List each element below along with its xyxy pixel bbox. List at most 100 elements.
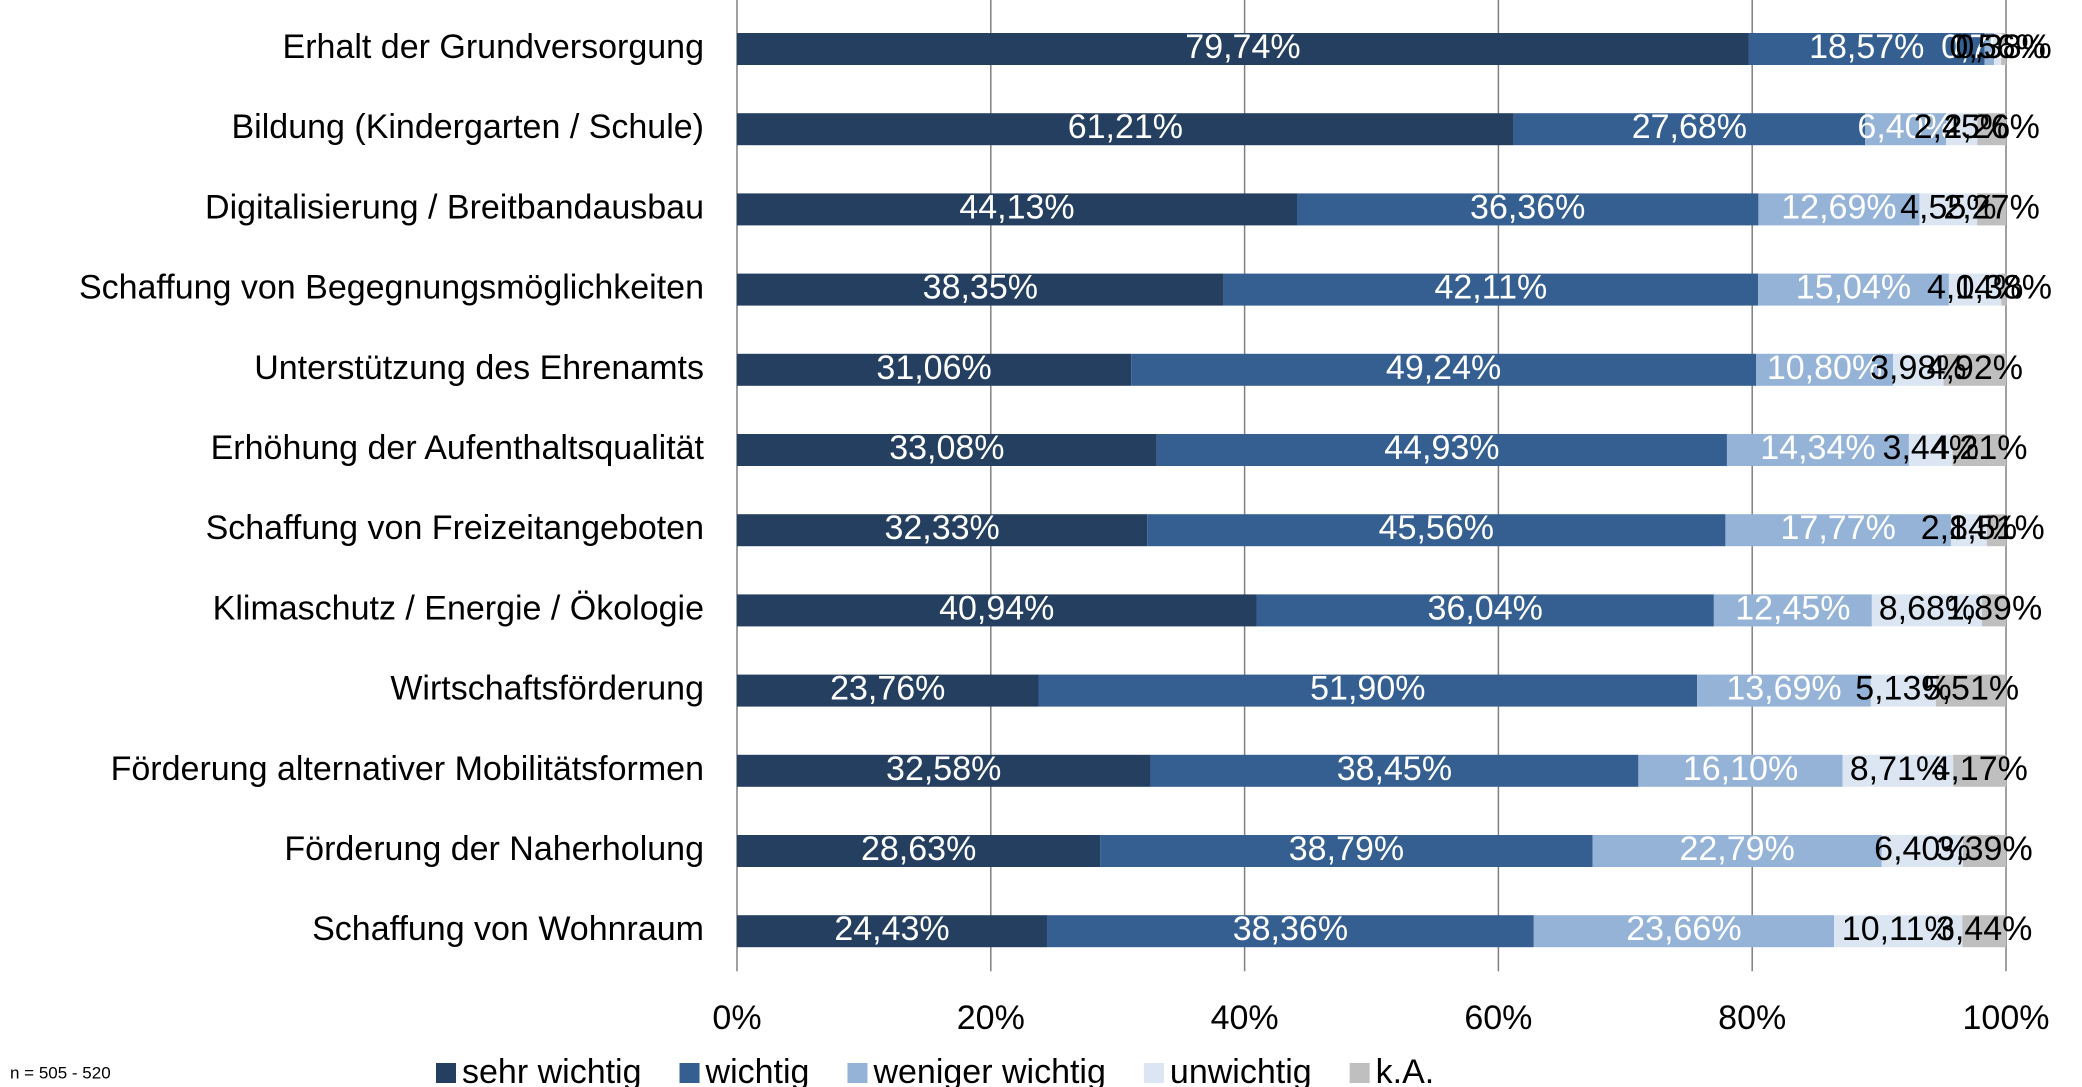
data-label: 38,35% — [923, 269, 1038, 307]
bar-segment — [1638, 754, 1843, 787]
legend-swatch — [436, 1063, 456, 1083]
bar-segment — [1952, 434, 2006, 466]
bar-segment — [1297, 193, 1759, 226]
bar-segment — [1962, 915, 2006, 948]
bar-segment — [1038, 674, 1698, 707]
legend-label: k.A. — [1376, 1053, 1435, 1087]
legend-label: sehr wichtig — [462, 1053, 642, 1087]
data-label: 24,43% — [834, 910, 949, 948]
category-label: Digitalisierung / Breitbandausbau — [205, 188, 704, 226]
bar-segment — [1756, 353, 1894, 386]
bar-segment — [1871, 594, 1983, 627]
data-label: 61,21% — [1068, 108, 1183, 146]
bar-segment — [1748, 33, 1985, 65]
data-label: 42,11% — [1434, 269, 1547, 307]
bar-segment — [1047, 915, 1534, 948]
category-label: Schaffung von Begegnungsmöglichkeiten — [79, 269, 704, 307]
note: n = 505 - 520 — [10, 1063, 111, 1082]
legend-label: unwichtig — [1170, 1053, 1312, 1087]
bar-segment — [1865, 113, 1947, 146]
data-label: 45,56% — [1379, 509, 1494, 547]
bar-segment — [1758, 273, 1949, 306]
bar-segment — [1870, 674, 1936, 707]
bar-segment — [1984, 33, 1995, 65]
data-label: 1,51% — [1948, 509, 2044, 547]
legend-label: wichtig — [705, 1053, 810, 1087]
data-label: 1,89% — [1946, 589, 2042, 627]
bar-segment — [1533, 915, 1835, 948]
data-label: 49,24% — [1386, 349, 1501, 387]
bar-segment — [2001, 273, 2007, 306]
data-label: 44,93% — [1384, 429, 1499, 467]
bar-segment — [1842, 754, 1954, 787]
data-label: 3,98% — [1870, 349, 1966, 387]
data-label: 32,58% — [886, 750, 1001, 788]
bar-segment — [1881, 835, 1963, 867]
data-label: 38,36% — [1233, 910, 1348, 948]
data-label: 22,79% — [1679, 830, 1794, 868]
x-tick-label: 20% — [957, 999, 1025, 1037]
x-tick-label: 80% — [1718, 999, 1786, 1037]
bar-segment — [1948, 273, 2002, 306]
bar-segment — [1908, 434, 1953, 466]
data-label: 5,13% — [1855, 670, 1951, 708]
bar-segment — [1147, 514, 1726, 547]
data-label: 79,74% — [1185, 28, 1300, 66]
legend-swatch — [847, 1063, 868, 1083]
data-label: 15,04% — [1796, 269, 1911, 307]
bar-segment — [1156, 434, 1727, 466]
data-label: 17,77% — [1781, 509, 1896, 547]
bar-segment — [737, 193, 1298, 226]
x-tick-label: 100% — [1963, 999, 2050, 1037]
bar-segment — [1919, 193, 1978, 226]
legend-swatch — [1143, 1063, 1164, 1083]
category-label: Bildung (Kindergarten / Schule) — [232, 108, 705, 146]
data-label: 36,36% — [1470, 188, 1585, 226]
bar-segment — [1100, 835, 1593, 867]
legend-swatch — [1349, 1063, 1370, 1083]
data-label: 3,44% — [1883, 429, 1979, 467]
category-label: Schaffung von Freizeitangeboten — [206, 509, 704, 547]
data-label: 0,38% — [1956, 269, 2052, 307]
data-label: 4,14% — [1927, 269, 2023, 307]
legend-swatch — [679, 1063, 700, 1083]
bar-segment — [1935, 674, 2006, 707]
bar-segment — [1223, 273, 1759, 306]
data-label: 4,17% — [1931, 750, 2027, 788]
bar-segment — [737, 915, 1048, 948]
data-label: 38,45% — [1337, 750, 1452, 788]
data-label: 16,10% — [1683, 750, 1798, 788]
bar-segment — [1758, 193, 1920, 226]
data-label: 5,51% — [1923, 670, 2019, 708]
data-label: 28,63% — [861, 830, 976, 868]
bar-segment — [1725, 514, 1951, 547]
data-label: 2,27% — [1943, 188, 2039, 226]
category-label: Erhalt der Grundversorgung — [283, 28, 704, 66]
bar-segment — [1943, 353, 2006, 386]
data-label: 3,44% — [1936, 910, 2032, 948]
data-label: 18,57% — [1809, 28, 1924, 66]
data-label: 33,08% — [889, 429, 1004, 467]
data-label: 31,06% — [876, 349, 991, 387]
data-label: 27,68% — [1632, 108, 1747, 146]
bar-segment — [1962, 835, 2006, 867]
category-label: Schaffung von Wohnraum — [312, 910, 704, 948]
data-label: 38,79% — [1289, 830, 1404, 868]
bar-segment — [1513, 113, 1866, 146]
data-label: 6,40% — [1857, 108, 1953, 146]
bar-segment — [1726, 434, 1909, 466]
data-label: 12,69% — [1781, 188, 1896, 226]
bar-segment — [1982, 594, 2006, 627]
data-label: 13,69% — [1726, 670, 1841, 708]
data-label: 0,56% — [1949, 28, 2045, 66]
bar-segment — [1946, 113, 1978, 146]
data-label: 10,80% — [1767, 349, 1882, 387]
x-tick-label: 60% — [1464, 999, 1532, 1037]
category-label: Klimaschutz / Energie / Ökologie — [213, 589, 704, 627]
category-label: Unterstützung des Ehrenamts — [254, 349, 704, 387]
x-tick-label: 0% — [712, 999, 761, 1037]
bar-segment — [737, 514, 1148, 547]
bar-segment — [1834, 915, 1963, 948]
bar-segment — [1950, 514, 1987, 547]
